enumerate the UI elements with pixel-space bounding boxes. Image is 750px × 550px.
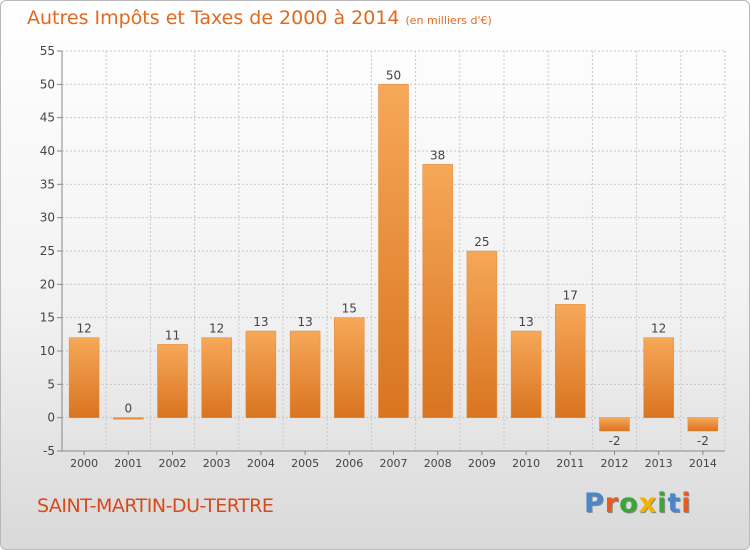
y-tick-label: 45 [40, 111, 55, 125]
data-label-2014: -2 [697, 434, 709, 448]
town-name: SAINT-MARTIN-DU-TERTRE [37, 495, 274, 517]
data-label-2007: 50 [386, 68, 401, 82]
bars [68, 84, 719, 432]
x-tick-label-2014: 2014 [689, 457, 717, 470]
bar-2012 [599, 417, 630, 432]
grid-lines [61, 50, 726, 452]
bar-2011 [555, 304, 586, 418]
bar-2006 [334, 317, 365, 418]
logo-letter: i [681, 488, 692, 519]
bar-2003 [201, 337, 232, 418]
y-tick-label: 40 [40, 144, 55, 158]
data-label-2006: 15 [342, 302, 357, 316]
y-tick-label: 55 [40, 44, 55, 58]
x-tick-label-2007: 2007 [380, 457, 408, 470]
data-label-2002: 11 [165, 328, 180, 342]
y-tick-label: 5 [47, 377, 55, 391]
data-label-2008: 38 [430, 148, 445, 162]
data-label-2013: 12 [651, 322, 666, 336]
chart-title: Autres Impôts et Taxes de 2000 à 2014 (en… [27, 7, 492, 29]
x-tick-label-2012: 2012 [601, 457, 629, 470]
data-label-2004: 13 [253, 315, 268, 329]
y-tick-label: 10 [40, 344, 55, 358]
data-label-2000: 12 [76, 322, 91, 336]
bar-2001 [113, 417, 144, 420]
bar-2004 [245, 330, 277, 418]
x-tick-label-2000: 2000 [70, 457, 98, 470]
y-tick-label: 35 [40, 177, 55, 191]
bar-2010 [510, 330, 542, 418]
logo-letter: r [604, 488, 620, 519]
x-tick-label-2011: 2011 [556, 457, 584, 470]
x-tick-label-2002: 2002 [159, 457, 187, 470]
x-tick-label-2001: 2001 [114, 457, 142, 470]
x-tick-label-2009: 2009 [468, 457, 496, 470]
bar-2007 [378, 84, 409, 418]
x-tick-label-2005: 2005 [291, 457, 319, 470]
bar-2009 [466, 250, 498, 418]
bar-2005 [289, 330, 321, 418]
logo-letter: i [657, 488, 668, 519]
logo-letter: o [619, 488, 639, 519]
data-labels: 12 0 11 12 13 13 15 50 38 25 13 17 -2 12 -2 [76, 68, 708, 448]
bar-2008 [422, 164, 453, 418]
bar-2014 [687, 417, 719, 432]
x-tick-label-2008: 2008 [424, 457, 452, 470]
x-tick-label-2010: 2010 [512, 457, 540, 470]
x-tick-label-2006: 2006 [335, 457, 363, 470]
y-tick-label: -5 [43, 444, 55, 458]
y-tick-label: 50 [40, 77, 55, 91]
axes: -5 0 5 10 15 20 25 30 35 40 45 50 55 2000 2001 2002 2003… [40, 44, 725, 470]
data-label-2003: 12 [209, 322, 224, 336]
y-tick-label: 15 [40, 311, 55, 325]
x-tick-label-2013: 2013 [645, 457, 673, 470]
chart-unit: (en milliers d'€) [405, 14, 492, 27]
y-tick-label: 30 [40, 211, 55, 225]
bar-2000 [68, 337, 100, 418]
data-label-2005: 13 [297, 315, 312, 329]
x-tick-label-2003: 2003 [203, 457, 231, 470]
proxiti-logo[interactable]: Proxiti [584, 488, 692, 519]
data-label-2010: 13 [518, 315, 533, 329]
logo-letter: t [667, 488, 682, 519]
chart-title-text: Autres Impôts et Taxes de 2000 à 2014 [27, 7, 400, 29]
y-tick-label: 20 [40, 277, 55, 291]
y-tick-label: 25 [40, 244, 55, 258]
bar-2013 [643, 337, 674, 418]
y-tick-label: 0 [47, 411, 55, 425]
logo-letter: x [638, 488, 658, 519]
data-label-2001: 0 [124, 402, 132, 416]
bar-2002 [157, 344, 188, 418]
logo-letter: P [584, 488, 605, 519]
data-label-2009: 25 [474, 235, 489, 249]
x-tick-label-2004: 2004 [247, 457, 275, 470]
data-label-2012: -2 [609, 434, 621, 448]
data-label-2011: 17 [563, 288, 578, 302]
